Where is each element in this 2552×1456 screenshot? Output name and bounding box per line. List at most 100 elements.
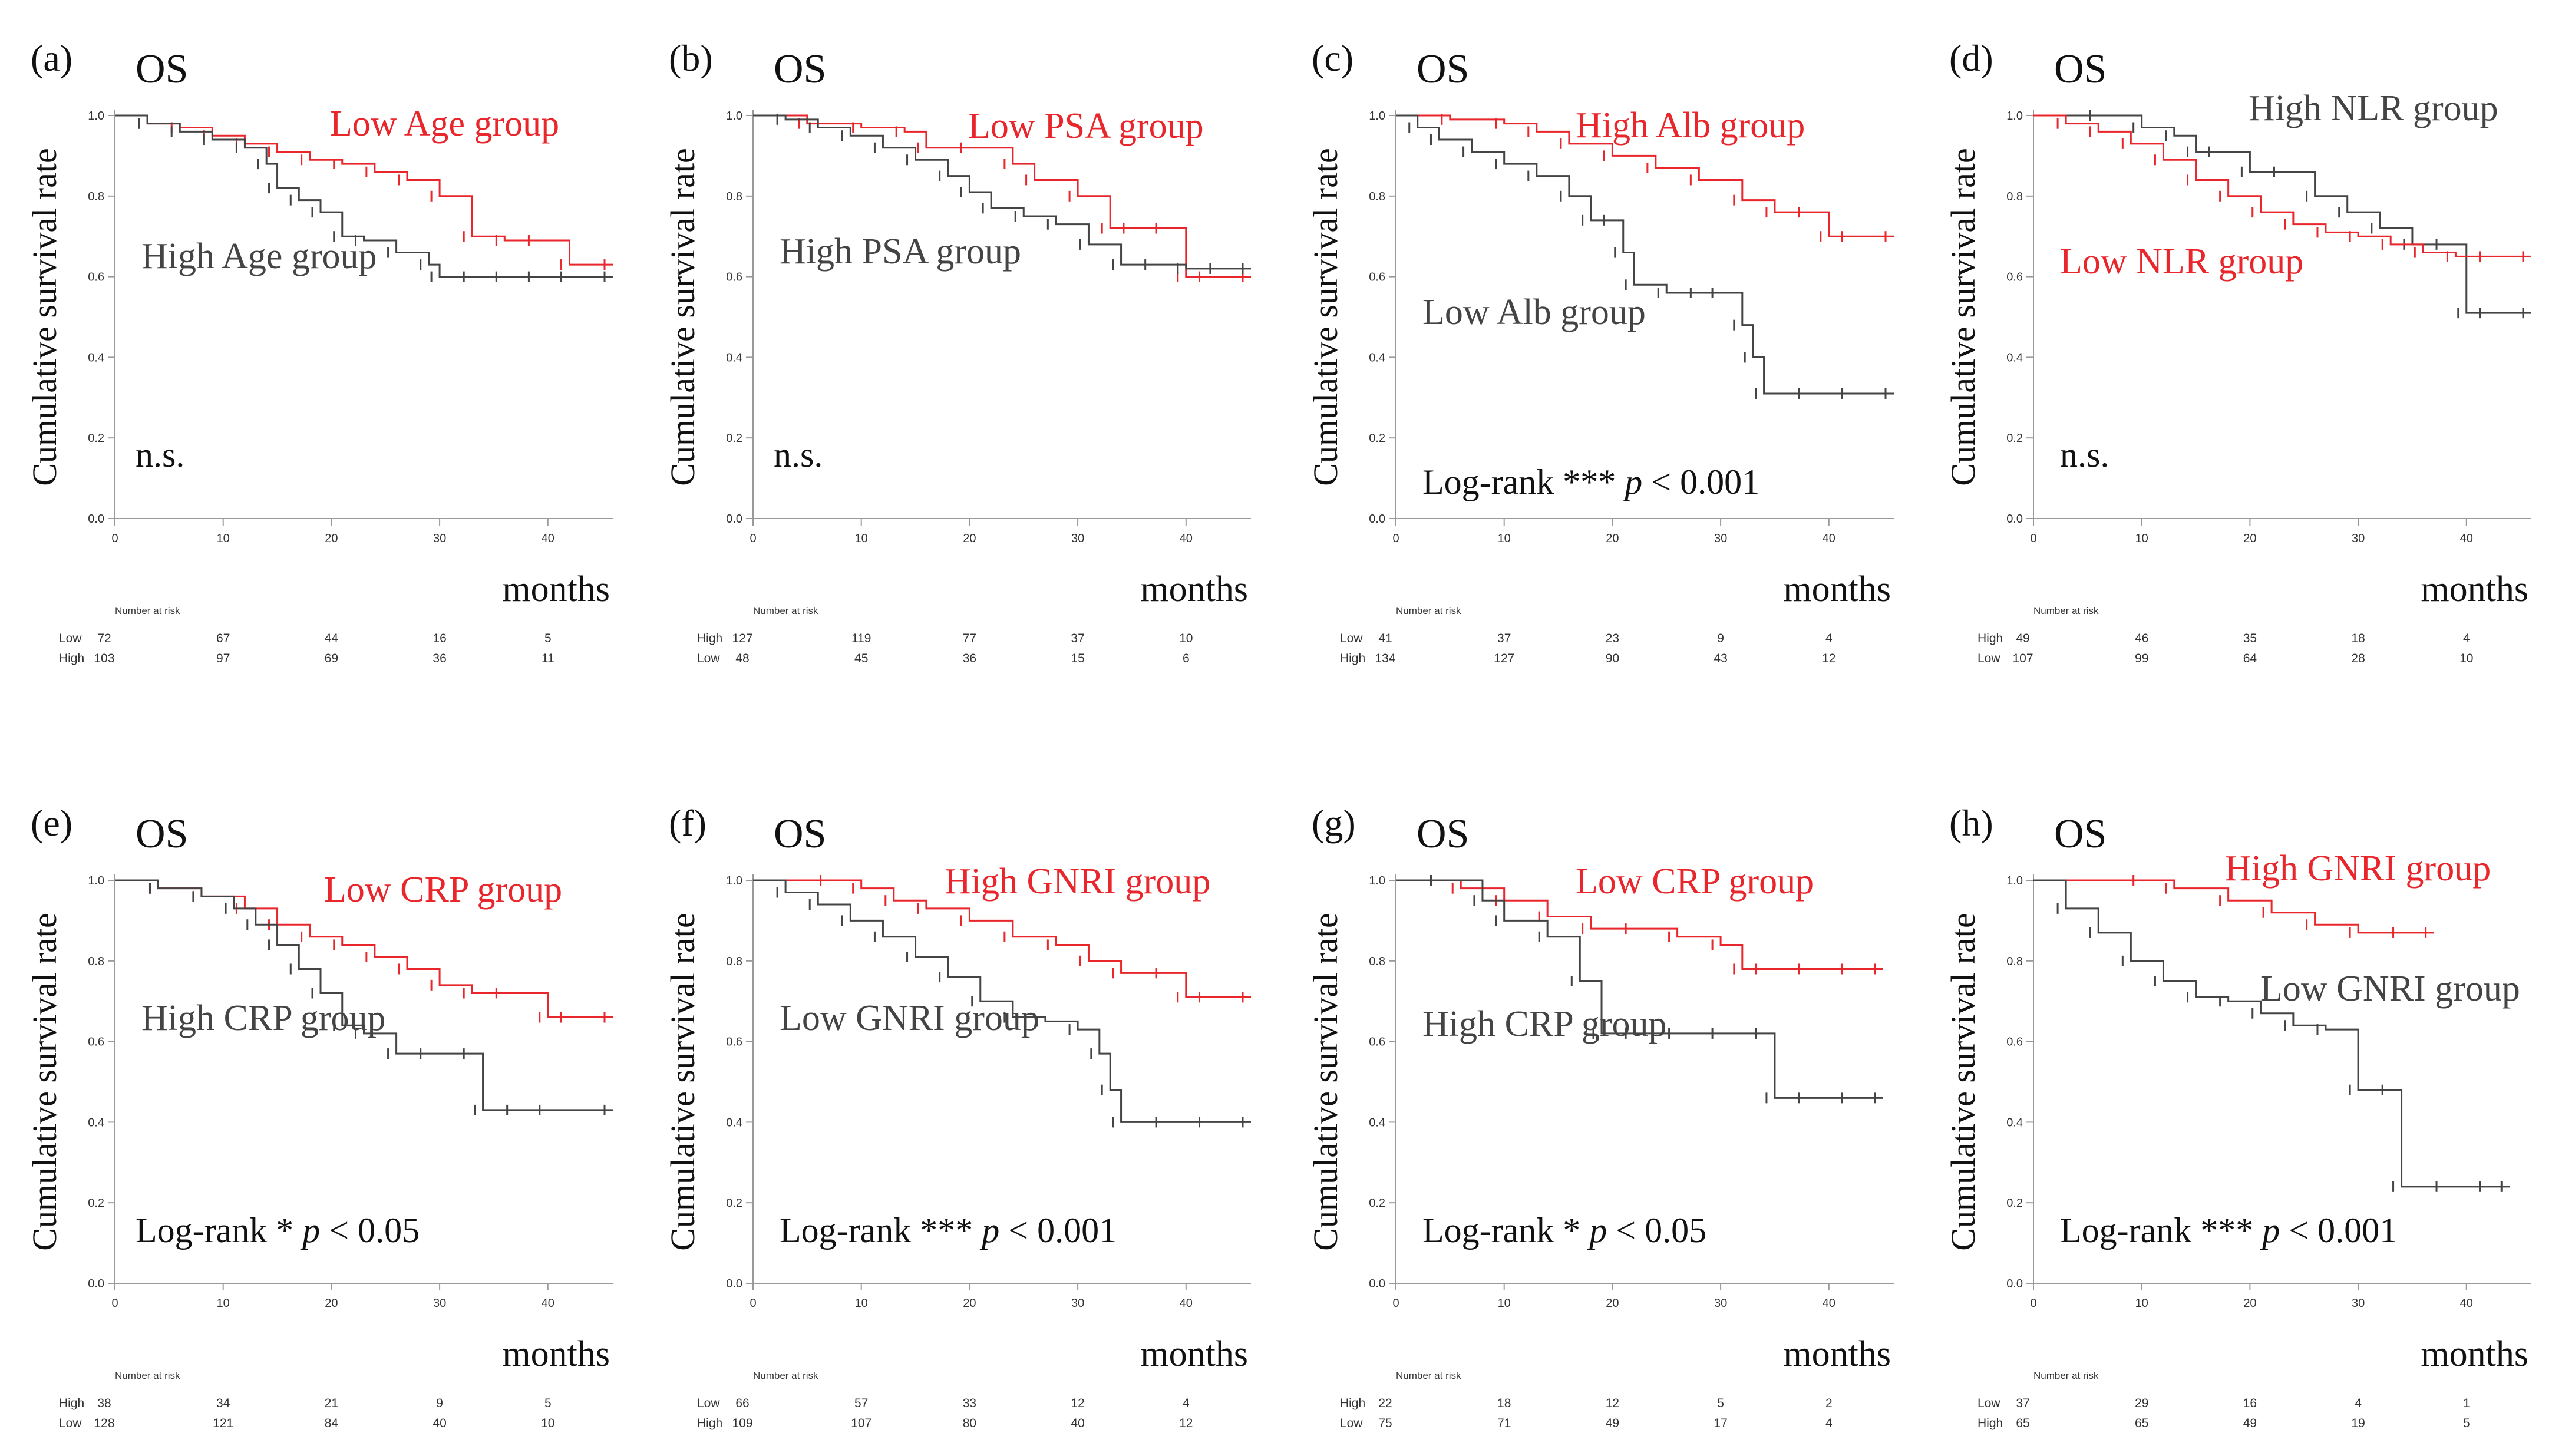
risk-value: 16	[2243, 1396, 2257, 1410]
x-tick-label: 30	[2352, 1297, 2365, 1310]
risk-value: 9	[436, 1396, 443, 1410]
risk-value: 16	[433, 632, 446, 645]
y-tick-label: 0.4	[726, 351, 742, 364]
risk-value: 9	[1717, 632, 1724, 645]
x-tick-label: 30	[1714, 532, 1727, 545]
y-tick-label: 0.6	[726, 1036, 742, 1049]
risk-value: 22	[1378, 1396, 1392, 1410]
panel-title: OS	[2054, 47, 2107, 92]
risk-row-label: Low	[1977, 652, 2000, 665]
risk-table-title: Number at risk	[2033, 605, 2099, 616]
x-tick-label: 20	[963, 1297, 976, 1310]
chart-panel-d: (d) OS Cumulative survival rate 0.0 0.2 0.4 0.…	[1944, 37, 2531, 665]
stat-annotation: Log-rank * p < 0.05	[1422, 1211, 1706, 1250]
annotation-text: Log-rank ***	[1422, 463, 1625, 501]
x-tick-label: 10	[2135, 532, 2148, 545]
panels-grid: (a) OS Cumulative survival rate 0.0 0.2 0.4 0.…	[25, 37, 2531, 1430]
series-line-2	[115, 114, 613, 278]
risk-table-title: Number at risk	[115, 605, 180, 616]
x-axis-label: months	[1140, 1334, 1248, 1374]
y-tick-label: 0.8	[2006, 955, 2023, 968]
legend-label: High NLR group	[2249, 88, 2498, 128]
annotation-text: < 0.001	[1642, 463, 1759, 501]
x-tick-label: 20	[963, 532, 976, 545]
panel-title: OS	[2054, 811, 2107, 857]
y-tick-label: 0.2	[726, 432, 742, 445]
risk-value: 4	[2355, 1396, 2362, 1410]
series-line-1	[1396, 114, 1894, 237]
risk-value: 18	[2351, 632, 2365, 645]
risk-value: 127	[732, 632, 752, 645]
annotation-text: Log-rank *	[1422, 1211, 1589, 1250]
risk-value: 65	[2135, 1417, 2148, 1430]
risk-row-label: High	[1340, 1396, 1365, 1410]
y-tick-label: 0.8	[726, 955, 742, 968]
chart-panel-b: (b) OS Cumulative survival rate 0.0 0.2 0.4 0.…	[663, 37, 1251, 665]
y-tick-label: 0.0	[88, 1277, 104, 1290]
stat-annotation: Log-rank *** p < 0.001	[1422, 463, 1759, 501]
y-tick-label: 0.0	[2006, 513, 2023, 526]
x-tick-label: 40	[542, 532, 554, 545]
series-line-2	[1396, 114, 1894, 395]
risk-row-label: High	[1340, 652, 1365, 665]
p-symbol: p	[1587, 1211, 1607, 1250]
y-axis-label: Cumulative survival rate	[1306, 148, 1345, 486]
panel-label: (c)	[1312, 37, 1353, 79]
y-tick-label: 0.6	[1369, 271, 1385, 284]
risk-value: 17	[1714, 1417, 1727, 1430]
y-tick-label: 1.0	[1369, 874, 1385, 887]
x-tick-label: 40	[542, 1297, 554, 1310]
annotation-text: Log-rank ***	[2060, 1211, 2262, 1250]
risk-value: 21	[325, 1396, 338, 1410]
risk-value: 49	[2016, 632, 2029, 645]
risk-value: 97	[216, 652, 230, 665]
risk-row-label: High	[697, 1417, 722, 1430]
risk-value: 18	[1497, 1396, 1511, 1410]
risk-value: 12	[1071, 1396, 1084, 1410]
stat-annotation: n.s.	[136, 435, 184, 474]
annotation-text: < 0.001	[999, 1211, 1117, 1250]
risk-value: 34	[216, 1396, 230, 1410]
x-axis-label: months	[1783, 1334, 1891, 1374]
risk-value: 11	[542, 652, 554, 665]
annotation-text: < 0.05	[320, 1211, 420, 1250]
legend-label: Low PSA group	[968, 106, 1204, 146]
panel-label: (f)	[669, 802, 706, 844]
y-tick-label: 0.2	[2006, 432, 2023, 445]
risk-value: 75	[1378, 1417, 1392, 1430]
risk-value: 36	[433, 652, 446, 665]
x-tick-label: 0	[1392, 532, 1399, 545]
risk-value: 40	[1071, 1417, 1084, 1430]
risk-table-title: Number at risk	[753, 1370, 818, 1381]
legend-label: High GNRI group	[945, 861, 1210, 902]
y-tick-label: 1.0	[2006, 874, 2023, 887]
legend-label: Low Age group	[330, 104, 559, 144]
y-tick-label: 0.2	[1369, 1197, 1385, 1210]
series-line-1	[115, 114, 613, 266]
annotation-text: n.s.	[774, 435, 823, 474]
risk-value: 5	[1717, 1396, 1724, 1410]
risk-value: 40	[433, 1417, 446, 1430]
y-axis-label: Cumulative survival rate	[1944, 148, 1982, 486]
risk-value: 80	[963, 1417, 976, 1430]
risk-value: 41	[1378, 632, 1392, 645]
risk-value: 15	[1071, 652, 1084, 665]
y-tick-label: 0.0	[88, 513, 104, 526]
risk-value: 72	[97, 632, 111, 645]
legend-label: High GNRI group	[2225, 848, 2491, 889]
risk-value: 36	[963, 652, 976, 665]
y-tick-label: 0.4	[1369, 1116, 1385, 1129]
risk-value: 4	[1183, 1396, 1190, 1410]
x-axis-label: months	[2421, 569, 2528, 609]
x-tick-label: 10	[1498, 532, 1511, 545]
x-tick-label: 30	[1071, 1297, 1084, 1310]
risk-value: 6	[1183, 652, 1190, 665]
x-tick-label: 40	[1823, 1297, 1835, 1310]
stat-annotation: Log-rank * p < 0.05	[136, 1211, 420, 1250]
chart-panel-c: (c) OS Cumulative survival rate 0.0 0.2 0.4 0.…	[1306, 37, 1894, 665]
x-tick-label: 30	[1071, 532, 1084, 545]
y-tick-label: 0.0	[726, 1277, 742, 1290]
x-tick-label: 20	[1606, 532, 1619, 545]
chart-panel-f: (f) OS Cumulative survival rate 0.0 0.2 0.4 0.…	[663, 802, 1251, 1430]
y-tick-label: 0.8	[88, 190, 104, 203]
